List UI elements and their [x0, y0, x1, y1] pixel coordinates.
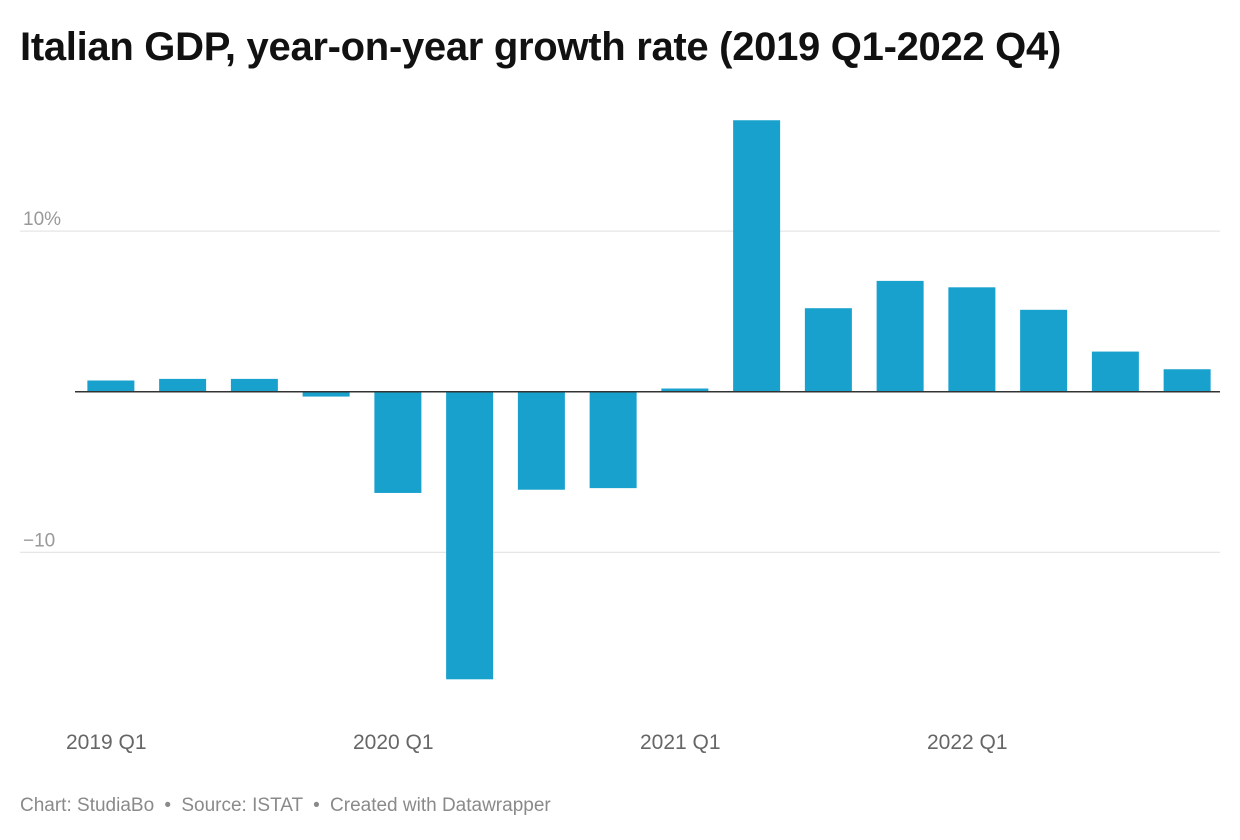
source-note: Source: ISTAT	[181, 795, 303, 816]
bar	[230, 378, 278, 392]
bar	[733, 120, 781, 392]
footer-separator: •	[164, 795, 172, 816]
bar	[374, 391, 422, 493]
gridlines-layer	[20, 230, 1220, 554]
bar	[1163, 369, 1211, 392]
bar	[1020, 309, 1068, 392]
chart-credit: Chart: StudiaBo	[20, 795, 155, 816]
bar	[661, 388, 709, 392]
y-tick-label: −10	[23, 530, 55, 551]
bar	[948, 287, 996, 392]
bar	[804, 308, 852, 392]
x-tick-label: 2021 Q1	[640, 731, 721, 754]
footer-separator: •	[313, 795, 320, 816]
bar	[159, 378, 207, 392]
datawrapper-credit: Created with Datawrapper	[330, 795, 551, 816]
bar	[876, 280, 924, 392]
bar	[302, 391, 350, 397]
x-tick-label: 2022 Q1	[927, 731, 1008, 754]
y-tick-label: 10%	[23, 209, 61, 230]
x-tick-labels-layer: 2019 Q1 2020 Q1 2021 Q1 2022 Q1	[66, 731, 1008, 754]
y-tick-labels-layer: 10% −10	[23, 209, 61, 551]
x-tick-label: 2019 Q1	[66, 731, 147, 754]
bar	[1091, 351, 1139, 392]
chart-footer: Chart: StudiaBo • Source: ISTAT • Create…	[20, 794, 551, 818]
x-tick-label: 2020 Q1	[353, 731, 434, 754]
bar	[446, 391, 494, 680]
bars-layer	[87, 120, 1211, 680]
bar	[87, 380, 135, 392]
bar	[517, 391, 565, 490]
chart-title: Italian GDP, year-on-year growth rate (2…	[20, 25, 1061, 69]
bar	[589, 391, 637, 489]
